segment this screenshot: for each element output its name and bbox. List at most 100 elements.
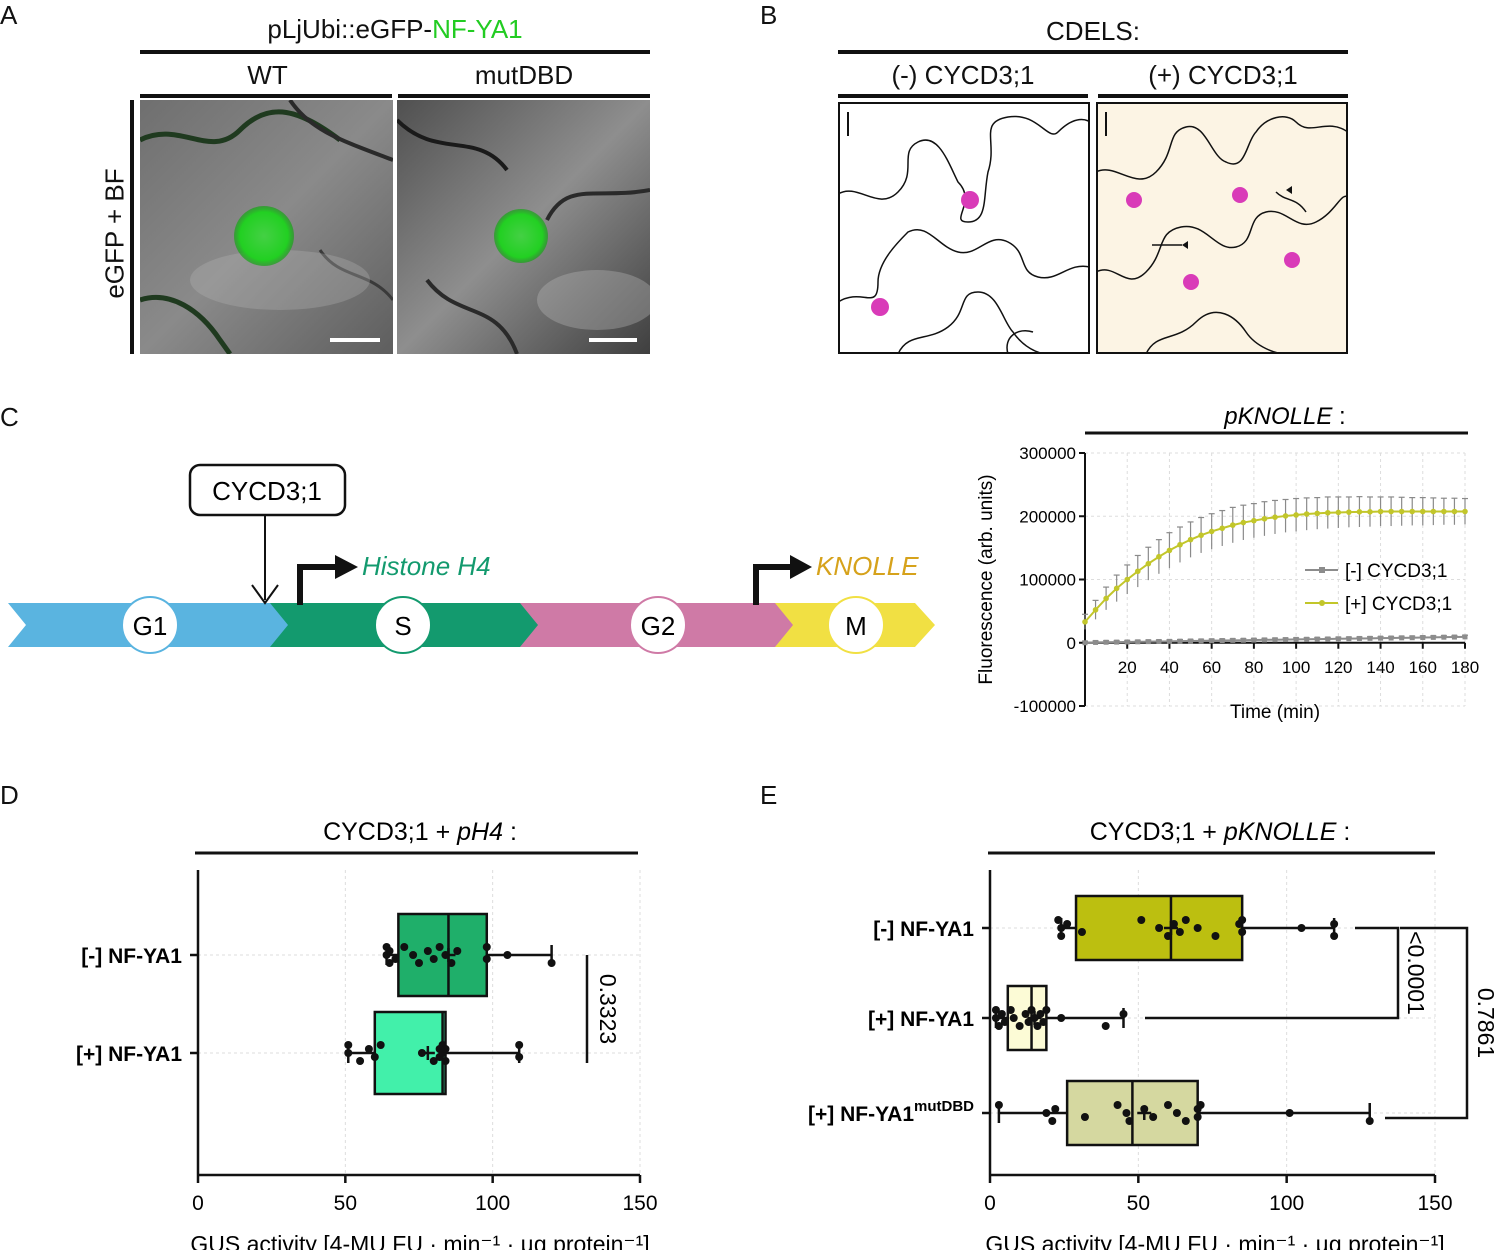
data-point: [1193, 1113, 1202, 1121]
data-point: [1077, 928, 1086, 936]
x-tick-label: 160: [1409, 658, 1437, 677]
data-point: [515, 1041, 524, 1049]
data-point: [391, 955, 400, 963]
data-point: [1240, 637, 1246, 643]
data-point: [1324, 509, 1331, 516]
data-point: [1113, 1101, 1122, 1109]
data-point: [1169, 920, 1178, 928]
data-point: [1134, 568, 1141, 575]
data-point: [364, 1045, 373, 1053]
data-point: [1367, 509, 1373, 515]
data-point: [482, 955, 491, 963]
data-point: [1297, 924, 1306, 932]
data-point: [441, 1057, 450, 1065]
data-point: [1219, 638, 1225, 644]
chart-title: CYCD3;1 + pH4 :: [323, 818, 517, 846]
data-point: [1198, 638, 1204, 644]
data-point: [1080, 1113, 1089, 1121]
data-point: [1027, 1006, 1036, 1014]
data-point: [1033, 1022, 1042, 1030]
data-point: [1030, 1014, 1039, 1022]
x-tick-label: 120: [1324, 658, 1352, 677]
data-point: [1330, 920, 1339, 928]
chart-title: pKNOLLE :: [1223, 403, 1345, 430]
data-point: [1021, 1010, 1030, 1018]
data-point: [1063, 920, 1072, 928]
data-point: [1124, 639, 1130, 645]
x-tick-label: 0: [984, 1192, 996, 1215]
data-point: [1145, 560, 1152, 567]
panel-b-col-rule-2: [1098, 94, 1348, 98]
data-point: [997, 1010, 1006, 1018]
data-point: [1164, 1101, 1172, 1109]
data-point: [1388, 635, 1394, 641]
construct-highlight: NF-YA1: [432, 14, 523, 44]
x-tick-label: 100: [1282, 658, 1310, 677]
gene-knolle: KNOLLE: [816, 551, 919, 581]
data-point: [1208, 528, 1215, 535]
category-label: [+] NF-YA1mutDBD: [808, 1098, 974, 1126]
panel-a-construct-title: pLjUbi::eGFP-NF-YA1: [140, 14, 650, 45]
x-tick-label: 100: [1269, 1192, 1304, 1215]
data-point: [441, 1045, 450, 1053]
data-point: [1042, 1006, 1051, 1014]
data-point: [1451, 508, 1458, 515]
comparison-bracket: [1385, 926, 1469, 1120]
x-tick-label: 180: [1451, 658, 1479, 677]
data-point: [1057, 1014, 1066, 1022]
micrograph-mutdbd: [397, 100, 650, 354]
data-point: [1135, 639, 1141, 645]
data-point: [1303, 511, 1310, 517]
data-point: [994, 1022, 1003, 1030]
panel-a-col-wt: WT: [247, 60, 288, 90]
x-tick-label: 150: [622, 1192, 657, 1215]
data-point: [1325, 636, 1331, 642]
data-point: [1209, 638, 1215, 644]
data-point: [1145, 639, 1151, 645]
panel-a-top-rule: [140, 50, 650, 54]
x-axis-label: Time (min): [1230, 702, 1320, 723]
data-point: [1196, 1101, 1205, 1109]
data-point: [1335, 509, 1342, 516]
data-point: [1082, 619, 1088, 625]
data-point: [1149, 1113, 1158, 1121]
data-point: [1399, 635, 1405, 641]
data-point: [1092, 607, 1099, 613]
data-point: [991, 1014, 1000, 1022]
data-point: [1103, 595, 1109, 602]
legend-label: [+] CYCD3;1: [1345, 594, 1452, 615]
data-point: [423, 947, 432, 955]
category-label: [+] NF-YA1: [76, 1043, 182, 1066]
x-tick-label: 20: [1118, 658, 1137, 677]
y-axis-label: Fluorescence (arb. units): [976, 474, 997, 684]
data-point: [1272, 637, 1278, 643]
data-point: [1156, 553, 1162, 560]
data-point: [1211, 932, 1220, 940]
data-point: [1251, 517, 1257, 524]
data-point: [1314, 636, 1320, 642]
y-tick-label: 0: [1067, 634, 1076, 653]
data-point: [1051, 1105, 1060, 1113]
data-point: [1057, 924, 1066, 932]
data-point: [1367, 635, 1373, 641]
phase-label-m: M: [845, 611, 867, 641]
x-tick-label: 0: [192, 1192, 204, 1215]
data-point: [1188, 638, 1194, 644]
panel-a-col-rule-1: [140, 94, 392, 98]
data-point: [1346, 636, 1352, 642]
data-point: [1166, 547, 1173, 554]
panel-label-c: C: [0, 402, 19, 432]
data-point: [1039, 1018, 1048, 1026]
data-point: [344, 1041, 353, 1049]
category-label: [+] NF-YA1: [868, 1008, 974, 1031]
panel-label-e: E: [760, 780, 778, 810]
data-point: [1155, 924, 1164, 932]
data-point: [1166, 638, 1172, 644]
data-point: [1283, 637, 1289, 643]
gene-histone-h4: Histone H4: [362, 551, 491, 581]
cell-drawing-plus: [1095, 102, 1349, 359]
category-label: [-] NF-YA1: [873, 918, 974, 941]
data-point: [1441, 634, 1447, 640]
phase-label-g1: G1: [133, 611, 168, 641]
data-point: [1181, 916, 1190, 924]
